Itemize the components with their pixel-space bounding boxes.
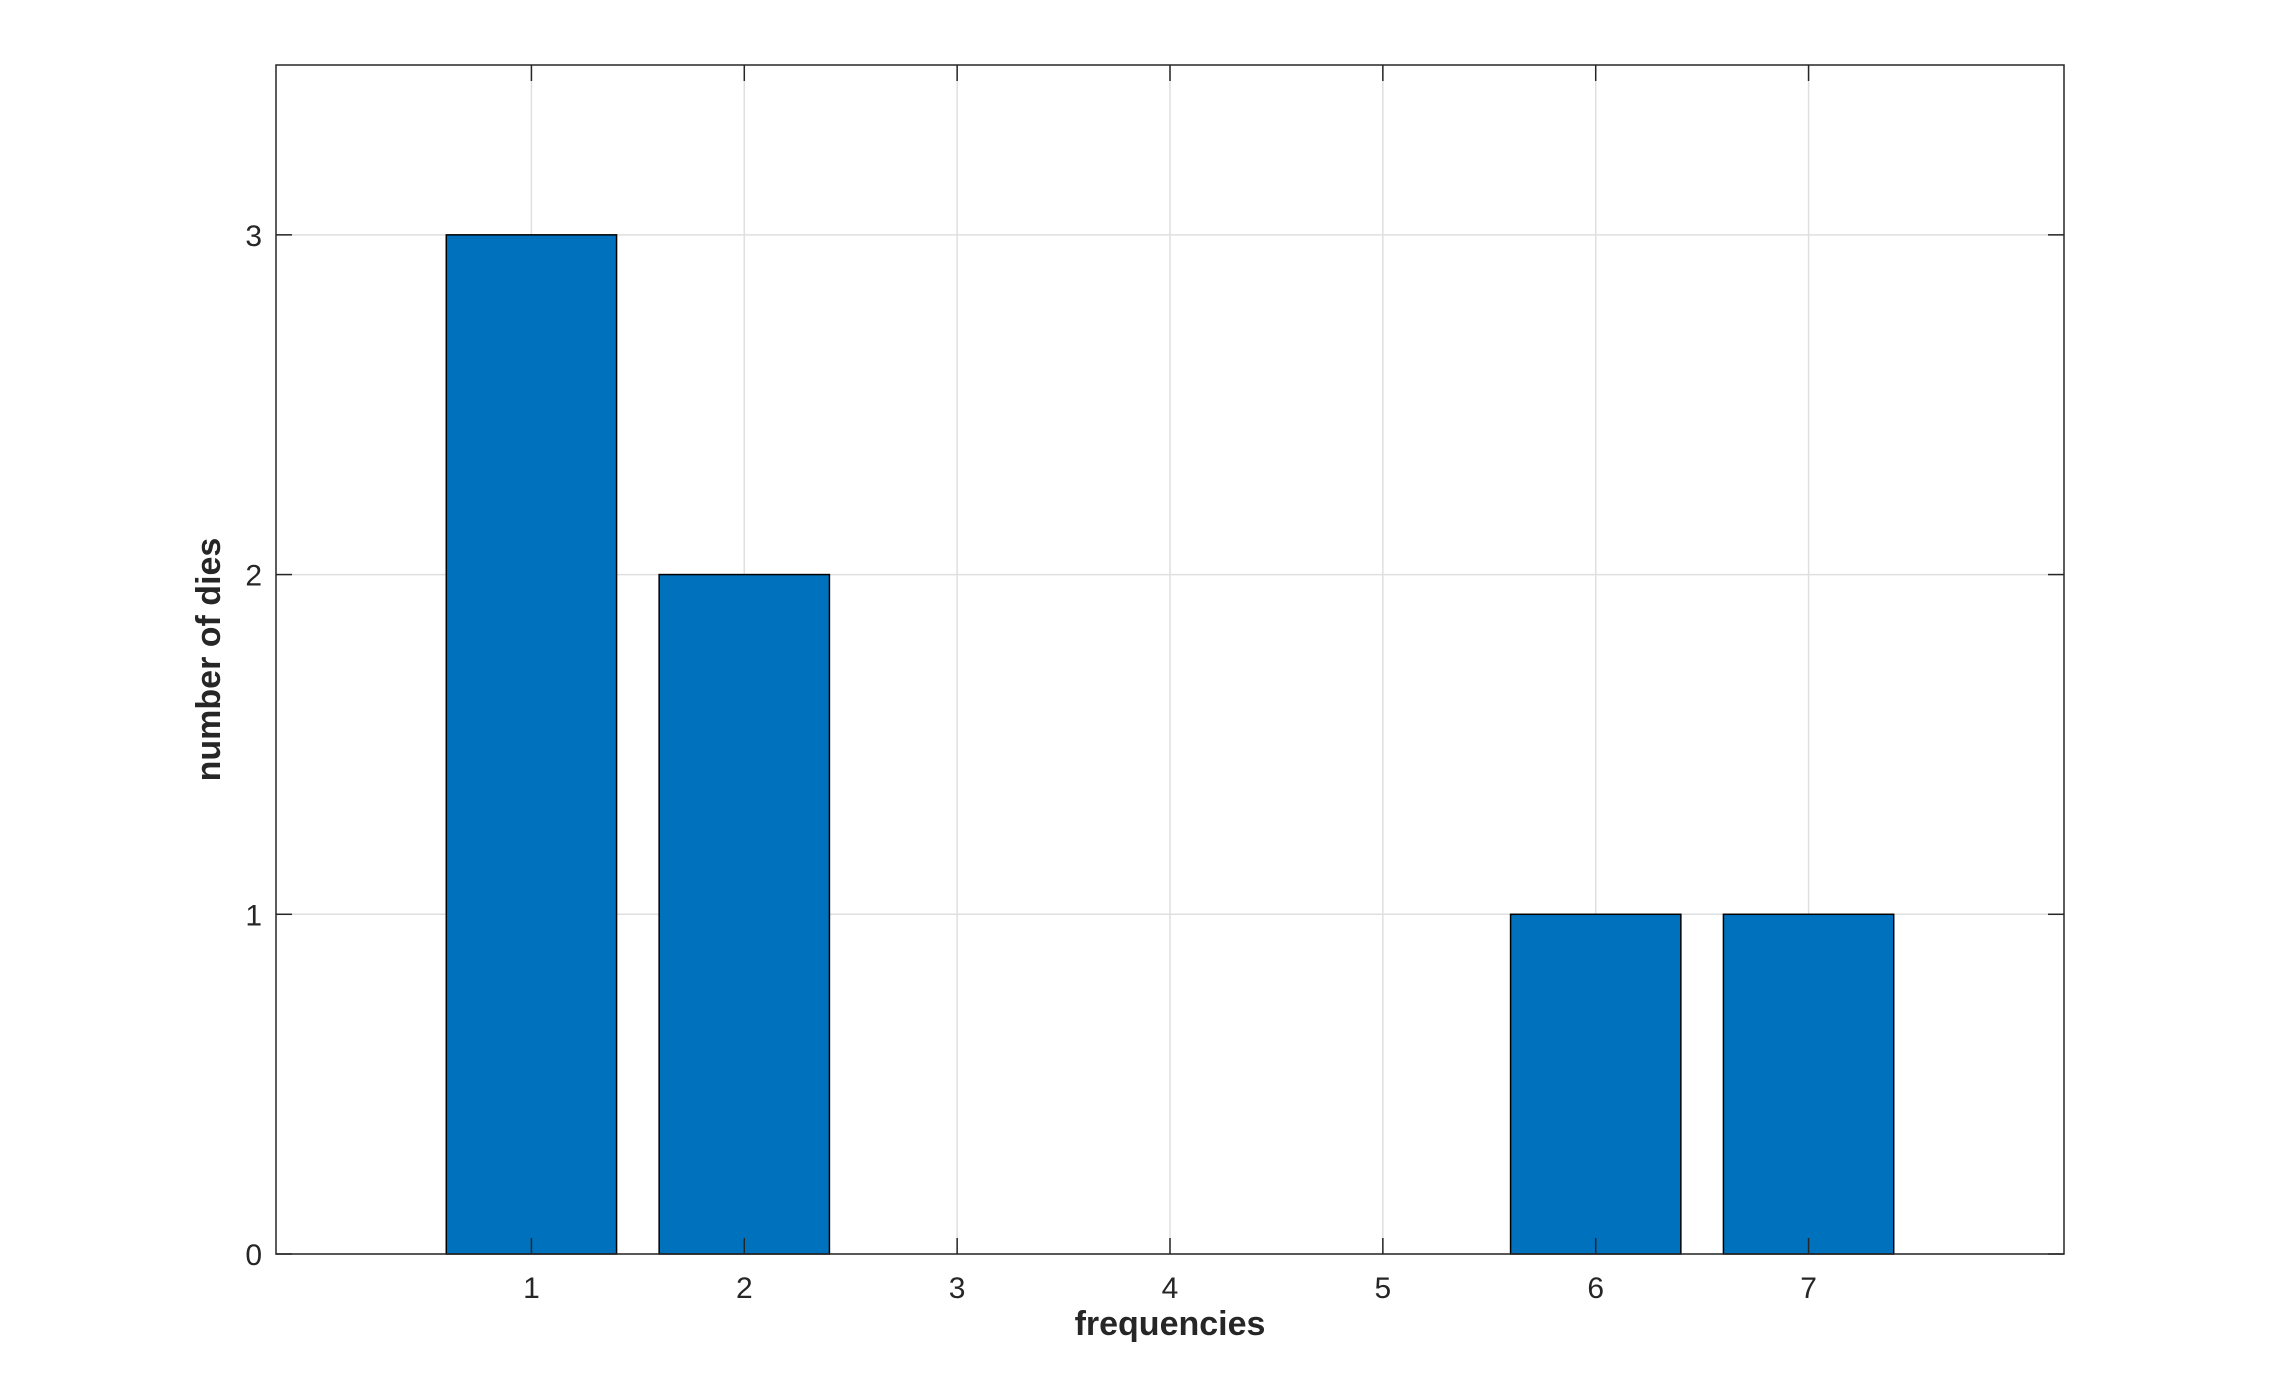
- y-tick-label: 0: [245, 1239, 262, 1272]
- ticks: [276, 65, 2064, 1255]
- x-tick-label: 1: [523, 1272, 540, 1305]
- x-tick-label: 5: [1375, 1272, 1392, 1305]
- bar-6: [1509, 913, 1682, 1255]
- y-tick-label: 1: [245, 899, 262, 932]
- bar-2: [658, 573, 831, 1255]
- bar-7: [1722, 913, 1895, 1255]
- y-tick-label: 3: [245, 220, 262, 253]
- x-tick-label: 3: [949, 1272, 966, 1305]
- y-axis-label: number of dies: [190, 538, 228, 782]
- x-tick-label: 7: [1800, 1272, 1817, 1305]
- bar-1: [445, 234, 618, 1255]
- x-axis-label: frequencies: [1075, 1305, 1266, 1343]
- bars: [445, 234, 1895, 1255]
- tick-labels: 1 2 3 4 5 6 7 0 1 2 3: [245, 220, 1817, 1305]
- x-tick-label: 6: [1587, 1272, 1604, 1305]
- x-tick-label: 2: [736, 1272, 753, 1305]
- y-tick-label: 2: [245, 560, 262, 593]
- x-tick-label: 4: [1162, 1272, 1179, 1305]
